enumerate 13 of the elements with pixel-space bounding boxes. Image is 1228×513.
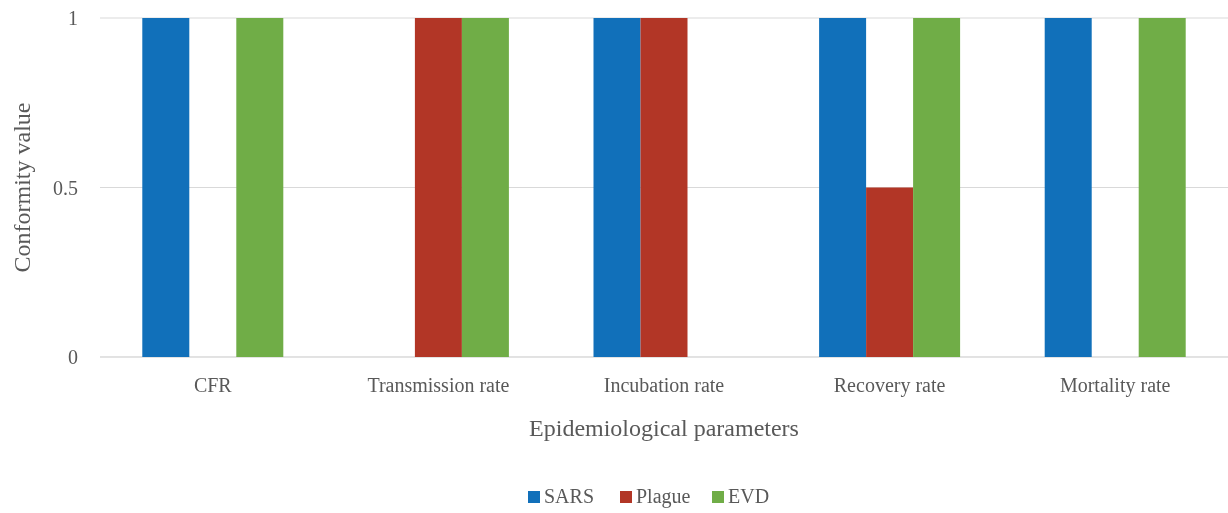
y-tick-label: 0.5 — [53, 176, 78, 199]
y-tick-label: 0 — [68, 346, 78, 368]
y-tick-label: 1 — [68, 7, 78, 29]
y-axis-title: Conformity value — [9, 102, 35, 273]
x-tick-label: Mortality rate — [1059, 374, 1171, 397]
x-tick-label: Transmission rate — [367, 374, 510, 396]
x-tick-label: CFR — [193, 374, 233, 396]
legend-label: Plague — [636, 485, 691, 508]
x-tick-label: Recovery rate — [833, 374, 946, 397]
x-tick-label: Incubation rate — [603, 374, 725, 396]
x-axis-title: Epidemiological parameters — [529, 415, 799, 441]
legend-label: EVD — [728, 485, 770, 507]
legend-label: SARS — [544, 485, 595, 507]
